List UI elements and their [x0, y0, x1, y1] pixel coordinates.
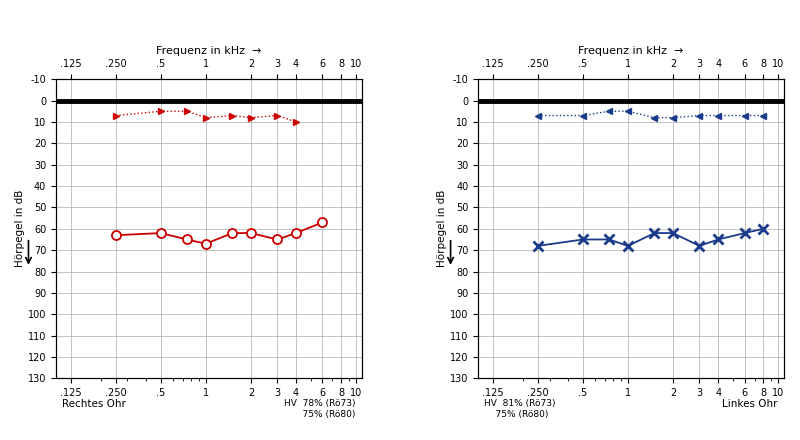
X-axis label: Frequenz in kHz  →: Frequenz in kHz →: [156, 46, 262, 56]
Text: Rechtes Ohr: Rechtes Ohr: [62, 400, 126, 409]
Y-axis label: Hörpegel in dB: Hörpegel in dB: [15, 190, 25, 268]
Text: Linkes Ohr: Linkes Ohr: [722, 400, 778, 409]
Text: HV  78% (Rö73)
    75% (Rö80): HV 78% (Rö73) 75% (Rö80): [284, 400, 356, 419]
Y-axis label: Hörpegel in dB: Hörpegel in dB: [437, 190, 447, 268]
Text: HV  81% (Rö73)
    75% (Rö80): HV 81% (Rö73) 75% (Rö80): [484, 400, 556, 419]
X-axis label: Frequenz in kHz  →: Frequenz in kHz →: [578, 46, 684, 56]
